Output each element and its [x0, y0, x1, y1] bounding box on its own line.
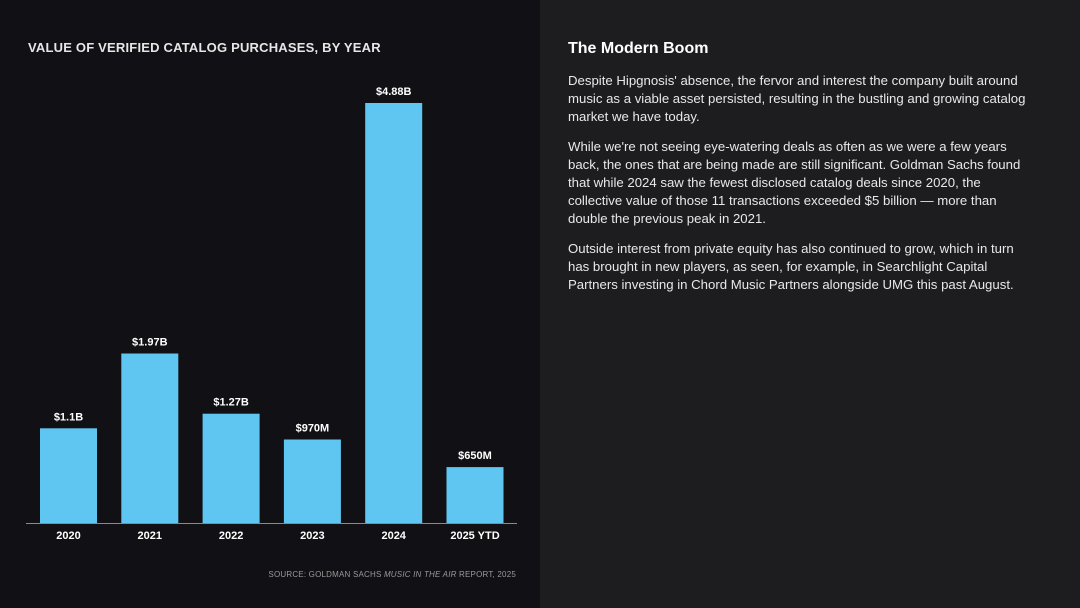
x-tick-label: 2023 — [300, 530, 324, 542]
x-tick-label: 2020 — [56, 530, 80, 542]
value-label: $650M — [458, 450, 492, 462]
article-panel: The Modern Boom Despite Hipgnosis' absen… — [540, 0, 1080, 608]
article-title: The Modern Boom — [568, 40, 709, 57]
x-tick-label: 2022 — [219, 530, 243, 542]
bar-2021 — [121, 353, 179, 523]
bar-2023 — [283, 439, 341, 523]
bar-2022 — [202, 413, 260, 523]
chart-title: VALUE OF VERIFIED CATALOG PURCHASES, BY … — [28, 40, 381, 55]
value-label: $970M — [296, 423, 330, 435]
source-note: SOURCE: GOLDMAN SACHS MUSIC IN THE AIR R… — [268, 570, 516, 579]
bar-2024 — [365, 103, 423, 523]
bar-2020 — [40, 428, 97, 523]
bar-2025-ytd — [446, 467, 504, 523]
chart-panel: VALUE OF VERIFIED CATALOG PURCHASES, BY … — [26, 40, 517, 579]
article-paragraph-3: Outside interest from private equity has… — [568, 241, 1014, 292]
value-label: $1.97B — [132, 337, 168, 349]
value-label: $4.88B — [376, 86, 412, 98]
source-prefix: SOURCE: GOLDMAN SACHS — [268, 570, 384, 579]
x-tick-label: 2021 — [138, 530, 162, 542]
article-paragraph-2: While we're not seeing eye-watering deal… — [568, 139, 1021, 226]
x-tick-label: 2024 — [381, 530, 406, 542]
value-label: $1.27B — [213, 397, 249, 409]
source-suffix: REPORT, 2025 — [456, 570, 516, 579]
x-tick-label: 2025 YTD — [450, 530, 499, 542]
bar-chart: $1.1B 2020 $1.97B 2021 $1.27B 2022 $970M 2023 $4… — [26, 86, 517, 542]
article-paragraph-1: Despite Hipgnosis' absence, the fervor a… — [568, 73, 1026, 124]
source-report: MUSIC IN THE AIR — [383, 570, 457, 579]
value-label: $1.1B — [54, 411, 83, 423]
